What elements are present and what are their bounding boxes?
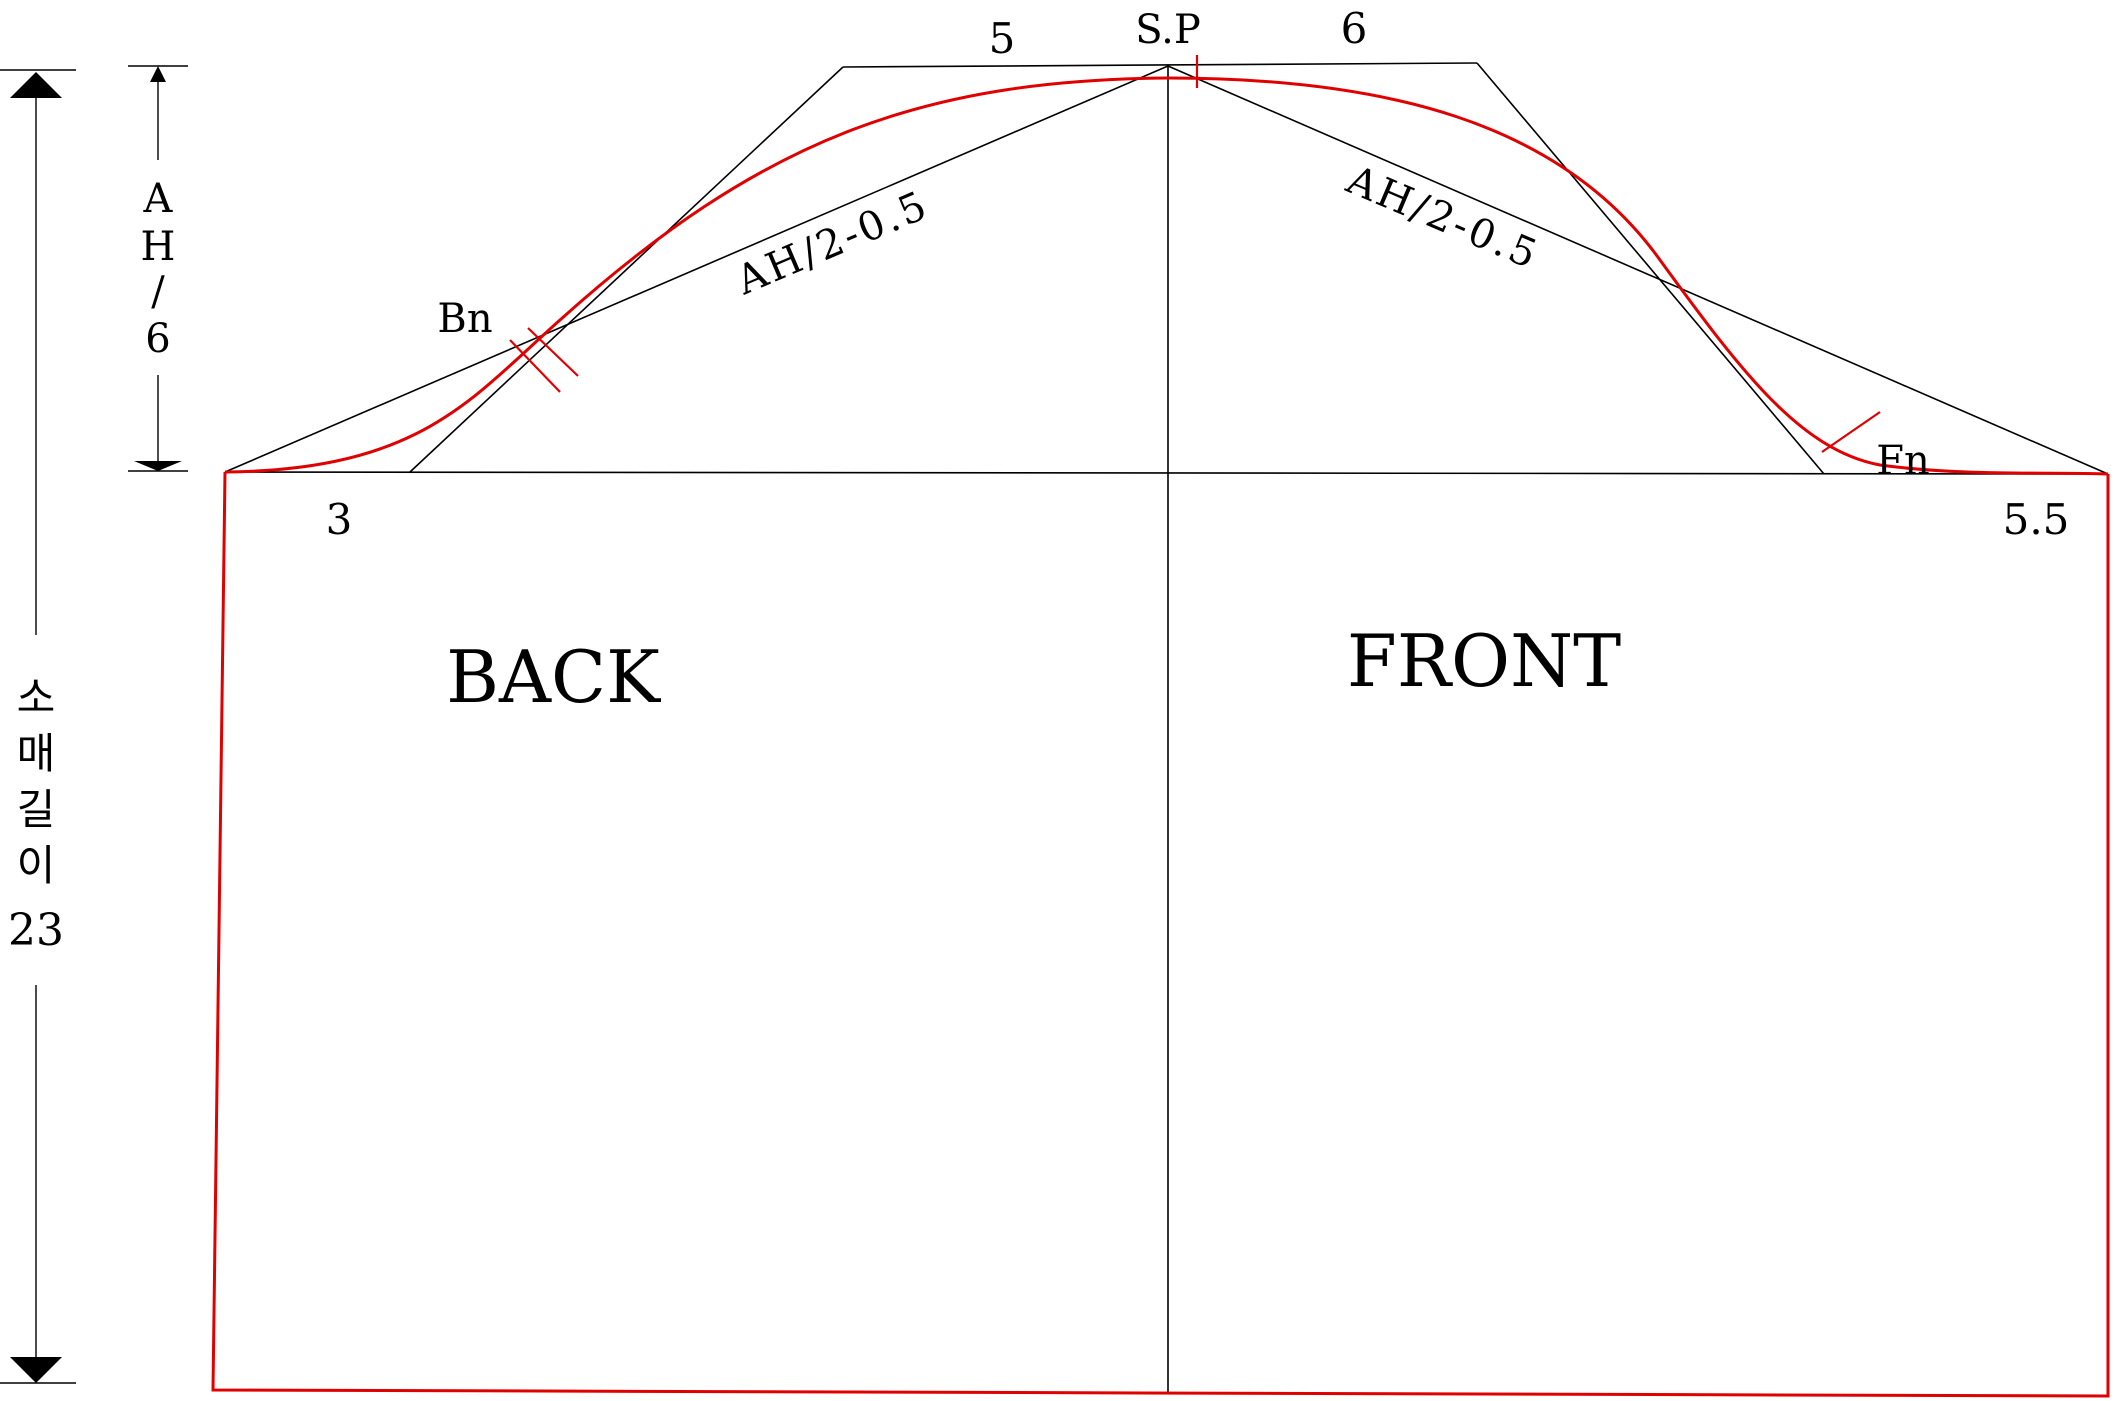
front-panel-label: FRONT xyxy=(1347,619,1621,703)
sleeve-length-char-1: 소 xyxy=(17,673,56,722)
sleeve-length-char-4: 이 xyxy=(17,841,56,890)
front-bias-line xyxy=(1167,65,2109,475)
cap-height-dimension: A H / 6 xyxy=(128,65,188,472)
back-notch-mark-2 xyxy=(527,327,579,377)
back-cap-width-label: 5 xyxy=(989,14,1016,63)
front-offset-label: 5.5 xyxy=(2003,495,2070,544)
sleeve-cap-curve xyxy=(224,76,2109,476)
front-bias-label: AH/2-0.5 xyxy=(1339,157,1546,279)
cap-height-char-1: A xyxy=(143,176,174,222)
front-cap-width-label: 6 xyxy=(1341,4,1368,53)
up-arrow-icon xyxy=(10,72,62,98)
cap-height-up-arrow-icon xyxy=(150,66,166,82)
back-offset-label: 3 xyxy=(326,495,353,544)
front-cap-outer-line xyxy=(1476,62,1825,475)
cap-height-char-2: H xyxy=(141,224,176,270)
sleeve-body-outline xyxy=(211,471,2110,1398)
back-notch-label: Bn xyxy=(437,296,492,342)
back-bias-line xyxy=(224,65,1169,473)
front-notch-mark xyxy=(1821,411,1881,453)
sleeve-length-char-3: 길 xyxy=(17,785,56,834)
sleeve-length-value: 23 xyxy=(8,905,64,956)
sleeve-length-dimension: 소 매 길 이 23 xyxy=(0,69,76,1384)
front-notch-label: Fn xyxy=(1876,438,1930,484)
back-bias-label: AH/2-0.5 xyxy=(729,182,936,304)
back-notch-mark-1 xyxy=(509,339,561,393)
cap-height-char-4: 6 xyxy=(145,316,170,362)
sleeve-outline xyxy=(211,55,2110,1398)
back-cap-outer-line xyxy=(409,66,844,473)
construction-lines xyxy=(224,62,2109,1393)
biceps-line xyxy=(224,471,2109,475)
diagram-labels: 5 S.P 6 AH/2-0.5 AH/2-0.5 Bn Fn 3 5.5 BA… xyxy=(326,4,2070,719)
back-panel-label: BACK xyxy=(446,635,661,719)
shoulder-point-label: S.P xyxy=(1135,7,1201,53)
cap-height-char-3: / xyxy=(151,269,165,315)
down-arrow-icon xyxy=(10,1357,62,1383)
sleeve-length-char-2: 매 xyxy=(17,729,56,778)
cap-height-down-arrow-icon xyxy=(134,461,182,471)
cap-top-line xyxy=(842,62,1478,68)
